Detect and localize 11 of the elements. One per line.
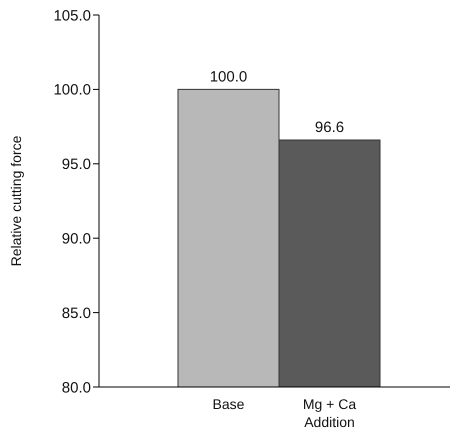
data-label: 96.6 [314, 118, 344, 136]
x-tick-label: Base [212, 396, 245, 412]
y-tick-label: 85.0 [62, 304, 91, 322]
y-tick-label: 100.0 [53, 82, 91, 99]
y-tick-label: 105.0 [53, 7, 91, 24]
y-axis-title: Relative cutting force [8, 135, 24, 266]
y-tick-label: 95.0 [62, 156, 91, 174]
data-label: 100.0 [210, 68, 248, 86]
y-tick-label: 80.0 [62, 379, 91, 396]
x-tick-label: Mg + Ca Addition [302, 396, 356, 430]
y-tick-label: 90.0 [62, 230, 91, 248]
